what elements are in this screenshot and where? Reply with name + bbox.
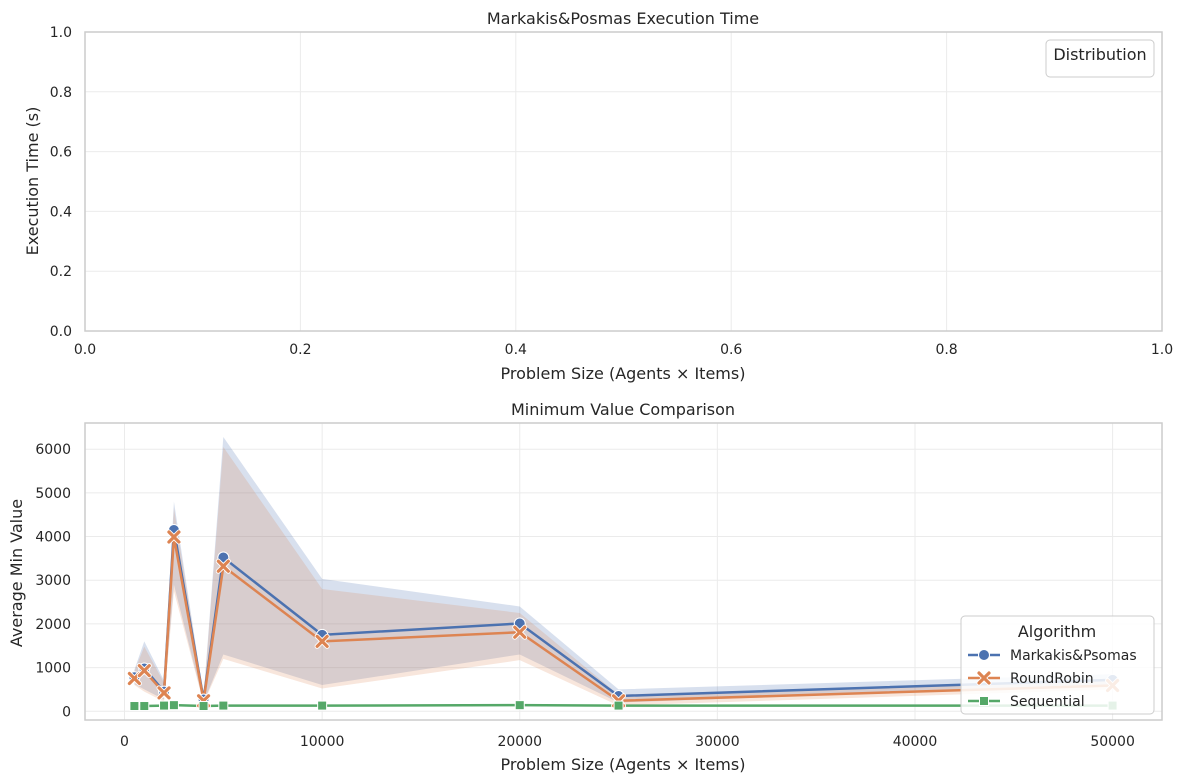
bottom-x-tick-label: 50000 xyxy=(1090,734,1135,750)
bottom-plot-frame xyxy=(84,422,1163,721)
top-x-tick-label: 0.2 xyxy=(289,342,311,358)
min-value-panel: Minimum Value Comparison 0 10000 20000 3000… xyxy=(7,400,1163,774)
bottom-y-tick-label: 6000 xyxy=(35,442,71,458)
bottom-legend-box xyxy=(960,615,1155,715)
bottom-y-tick-label: 3000 xyxy=(35,573,71,589)
confidence-band-0 xyxy=(134,436,1113,703)
series-line-2 xyxy=(134,703,1113,708)
bottom-chart-title: Minimum Value Comparison xyxy=(511,400,735,419)
top-legend-box xyxy=(1045,39,1155,78)
series-lines xyxy=(133,528,1113,708)
data-point xyxy=(159,700,170,711)
top-x-tick-label: 0.4 xyxy=(505,342,527,358)
top-y-tick-label: 0.2 xyxy=(50,264,72,280)
bottom-x-tick-label: 30000 xyxy=(695,734,740,750)
legend-label: Markakis&Psomas xyxy=(1010,648,1137,664)
legend-marker xyxy=(976,670,992,686)
bottom-y-axis-label: Average Min Value xyxy=(7,499,26,647)
data-point xyxy=(156,685,172,701)
bottom-y-ticks: 0 1000 2000 3000 4000 5000 6000 xyxy=(35,442,71,720)
data-point xyxy=(215,558,231,574)
top-plot-frame xyxy=(84,31,1163,332)
top-y-tick-label: 0.0 xyxy=(50,324,72,340)
top-x-tick-label: 0.8 xyxy=(935,342,957,358)
data-point xyxy=(136,663,152,679)
top-y-tick-label: 1.0 xyxy=(50,25,72,41)
bottom-legend-title: Algorithm xyxy=(1018,622,1096,641)
series-line-1 xyxy=(133,535,1113,703)
top-y-tick-label: 0.8 xyxy=(50,85,72,101)
bottom-x-tick-label: 40000 xyxy=(893,734,938,750)
bottom-y-tick-label: 5000 xyxy=(35,486,71,502)
bottom-x-axis-label: Problem Size (Agents × Items) xyxy=(501,755,746,774)
bottom-y-tick-label: 4000 xyxy=(35,530,71,546)
legend-marker xyxy=(979,696,989,706)
top-x-ticks: 0.0 0.2 0.4 0.6 0.8 1.0 xyxy=(74,342,1173,358)
bottom-x-tick-label: 20000 xyxy=(497,734,542,750)
data-point xyxy=(218,700,229,711)
data-point xyxy=(168,700,179,711)
data-point xyxy=(198,701,209,712)
top-legend: Distribution xyxy=(1045,39,1155,78)
bottom-x-tick-label: 0 xyxy=(120,734,129,750)
data-point xyxy=(514,700,525,711)
top-x-tick-label: 0.0 xyxy=(74,342,96,358)
top-legend-title: Distribution xyxy=(1053,45,1146,64)
data-point xyxy=(317,700,328,711)
data-point xyxy=(129,701,140,712)
legend-label: RoundRobin xyxy=(1010,671,1094,687)
top-y-tick-label: 0.6 xyxy=(50,145,72,161)
data-point xyxy=(139,701,150,712)
top-x-tick-label: 1.0 xyxy=(1151,342,1173,358)
top-y-ticks: 0.0 0.2 0.4 0.6 0.8 1.0 xyxy=(50,25,72,340)
data-point xyxy=(512,624,528,640)
top-x-axis-label: Problem Size (Agents × Items) xyxy=(501,364,746,383)
bottom-y-tick-label: 1000 xyxy=(35,661,71,677)
confidence-bands xyxy=(134,436,1113,706)
data-point xyxy=(613,700,624,711)
top-y-tick-label: 0.4 xyxy=(50,204,72,220)
top-x-tick-label: 0.6 xyxy=(720,342,742,358)
execution-time-panel: Markakis&Posmas Execution Time 0.0 0.2 0.4… xyxy=(23,9,1173,383)
bottom-x-ticks: 0 10000 20000 30000 40000 50000 xyxy=(120,734,1135,750)
top-y-axis-label: Execution Time (s) xyxy=(23,107,42,256)
data-point xyxy=(314,633,330,649)
bottom-legend: Algorithm Markakis&Psomas RoundRobin Seque… xyxy=(960,615,1155,715)
top-chart-title: Markakis&Posmas Execution Time xyxy=(487,9,759,28)
top-gridlines xyxy=(84,31,1163,332)
legend-label: Sequential xyxy=(1010,694,1085,710)
bottom-y-tick-label: 0 xyxy=(62,704,71,720)
confidence-band-1 xyxy=(134,447,1113,706)
bottom-y-tick-label: 2000 xyxy=(35,617,71,633)
data-point xyxy=(166,529,182,545)
legend-marker xyxy=(978,649,990,661)
bottom-x-tick-label: 10000 xyxy=(300,734,345,750)
